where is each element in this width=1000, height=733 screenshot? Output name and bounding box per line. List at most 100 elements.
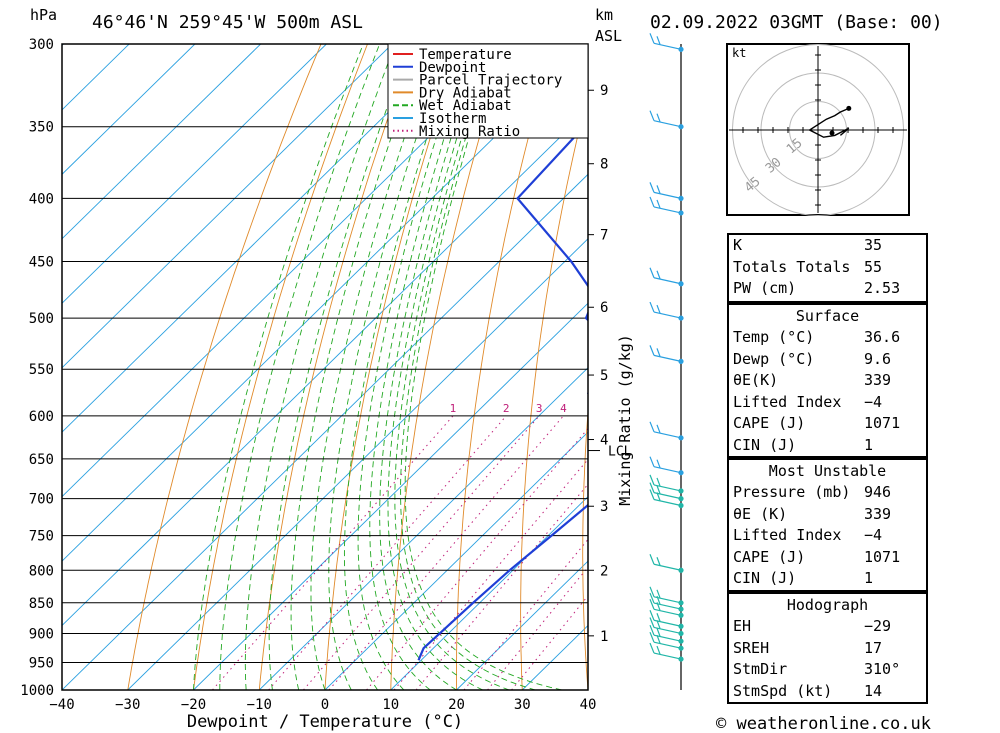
wind-barb (653, 626, 682, 635)
table-row-label: Temp (°C) (733, 328, 815, 346)
wind-barb-flag (649, 592, 655, 604)
table-row-label: SREH (733, 638, 770, 657)
table-row-label: StmDir (733, 660, 788, 678)
legend-label: Mixing Ratio (419, 124, 520, 140)
pressure-tick-label: 450 (29, 255, 54, 271)
wind-barb (653, 602, 682, 610)
wind-barb-flag (649, 610, 655, 621)
axes: 3003504004505005506006507007508008509009… (20, 37, 596, 713)
wind-barb-dot (678, 281, 684, 287)
isotherm-line (62, 44, 459, 433)
wind-barb-flag (649, 554, 655, 565)
mixing-ratio-value: 2 (503, 402, 510, 415)
wind-barb (653, 42, 682, 50)
wind-barb (653, 634, 682, 642)
lcl-label: LCL (608, 445, 632, 460)
datetime-label: 02.09.2022 03GMT (Base: 00) (650, 12, 943, 33)
table-row: Dewp (°C) 9.6 (729, 349, 926, 371)
wind-barb (653, 311, 682, 319)
temperature-tick-label: 0 (321, 697, 329, 713)
wind-barb-dot (678, 630, 684, 637)
table-row-label: Totals Totals (733, 257, 851, 276)
table-row: θE(K) 339 (729, 370, 926, 392)
data-series (417, 88, 588, 661)
wind-barb-flag (649, 642, 655, 654)
mixing-ratio-line (268, 415, 507, 690)
table-row-label: Pressure (mb) (733, 483, 851, 501)
table-row-label: PW (cm) (733, 279, 797, 297)
wind-barb-dot (678, 638, 684, 644)
isotherm-line (62, 44, 130, 111)
table-row-value: 1 (864, 569, 874, 587)
wind-barb-flag (656, 645, 661, 655)
wet-adiabat-line (369, 44, 475, 690)
wind-barb-dot (678, 496, 684, 502)
wind-barb-flag (656, 304, 661, 314)
table-row: Pressure (mb) 946 (729, 482, 926, 504)
wind-barb-flag (649, 345, 655, 356)
wind-barb-dot (678, 46, 684, 52)
wind-barb-flag (656, 459, 661, 468)
mixing-ratio-label: Mixing Ratio (g/kg) (616, 334, 634, 506)
most-unstable-panel: Most Unstable Pressure (mb) 946 θE (K) 339 L… (727, 458, 928, 592)
wind-barb-dot (678, 195, 684, 201)
wind-barb-flag (656, 36, 661, 45)
table-row-value: 946 (864, 483, 892, 501)
wind-barb (653, 498, 682, 507)
isotherm-line (62, 44, 524, 498)
wind-barb-dot (678, 600, 684, 606)
wind-barb-dot (678, 612, 684, 618)
table-row: K 35 (729, 235, 926, 257)
wind-barb (653, 191, 682, 199)
wind-barb-dot (678, 645, 684, 651)
wind-barb (653, 354, 682, 362)
wind-barb (653, 484, 682, 492)
wind-barb-flag (649, 474, 655, 486)
isotherm-line (390, 495, 588, 690)
isotherm-line (456, 560, 588, 690)
table-row-label: StmSpd (kt) (733, 681, 833, 700)
km-tick-label: 1 (600, 629, 608, 645)
x-axis-label: Dewpoint / Temperature (°C) (187, 712, 463, 732)
wind-barb-flag (656, 627, 661, 637)
wind-barb-dot (678, 315, 684, 321)
mixing-ratio-value: 20 (706, 402, 719, 415)
table-row: CAPE (J) 1071 (729, 547, 926, 569)
wind-barb-flag (649, 110, 655, 121)
plot-frame (61, 43, 589, 691)
wind-barb-flag (649, 182, 655, 193)
pressure-tick-label: 600 (29, 409, 54, 425)
pressure-tick-label: 550 (29, 362, 54, 378)
wet-adiabat-line (193, 44, 364, 690)
table-row: Temp (°C) 36.6 (729, 327, 926, 349)
series-dewpoint-line (417, 88, 588, 661)
isotherm-line (62, 44, 327, 304)
mixing-ratio-line (212, 415, 454, 690)
pressure-tick-label: 900 (29, 626, 54, 642)
hodo-trace (808, 107, 850, 138)
wind-barb-flag (649, 599, 655, 610)
legend-label: Dewpoint (419, 60, 486, 76)
temperature-tick-label: 40 (580, 697, 597, 713)
wind-barb-flag (656, 199, 661, 209)
wind-barb-flag (656, 557, 661, 566)
wet-adiabat-line (379, 44, 482, 690)
dry-adiabat-line (456, 44, 555, 690)
wind-barb-flag (649, 482, 655, 493)
pressure-tick-label: 800 (29, 563, 54, 579)
table-row: Totals Totals 55 (729, 257, 926, 279)
isotherm-line (127, 238, 588, 690)
wind-barb-dot (678, 210, 684, 216)
table-row-value: −4 (864, 526, 883, 544)
table-row-value: −4 (864, 392, 883, 411)
isotherm-line (62, 44, 261, 240)
temperature-tick-label: −30 (115, 697, 140, 713)
wet-adiabat-line (387, 44, 487, 690)
table-row-value: −29 (864, 617, 892, 635)
legend-label: Dry Adiabat (419, 85, 512, 101)
km-tick-label: 4 (600, 433, 608, 449)
wet-adiabat-line (244, 44, 396, 690)
table-row: θE (K) 339 (729, 504, 926, 526)
wet-adiabat-line (290, 44, 425, 690)
wind-barb-dot (678, 124, 684, 130)
